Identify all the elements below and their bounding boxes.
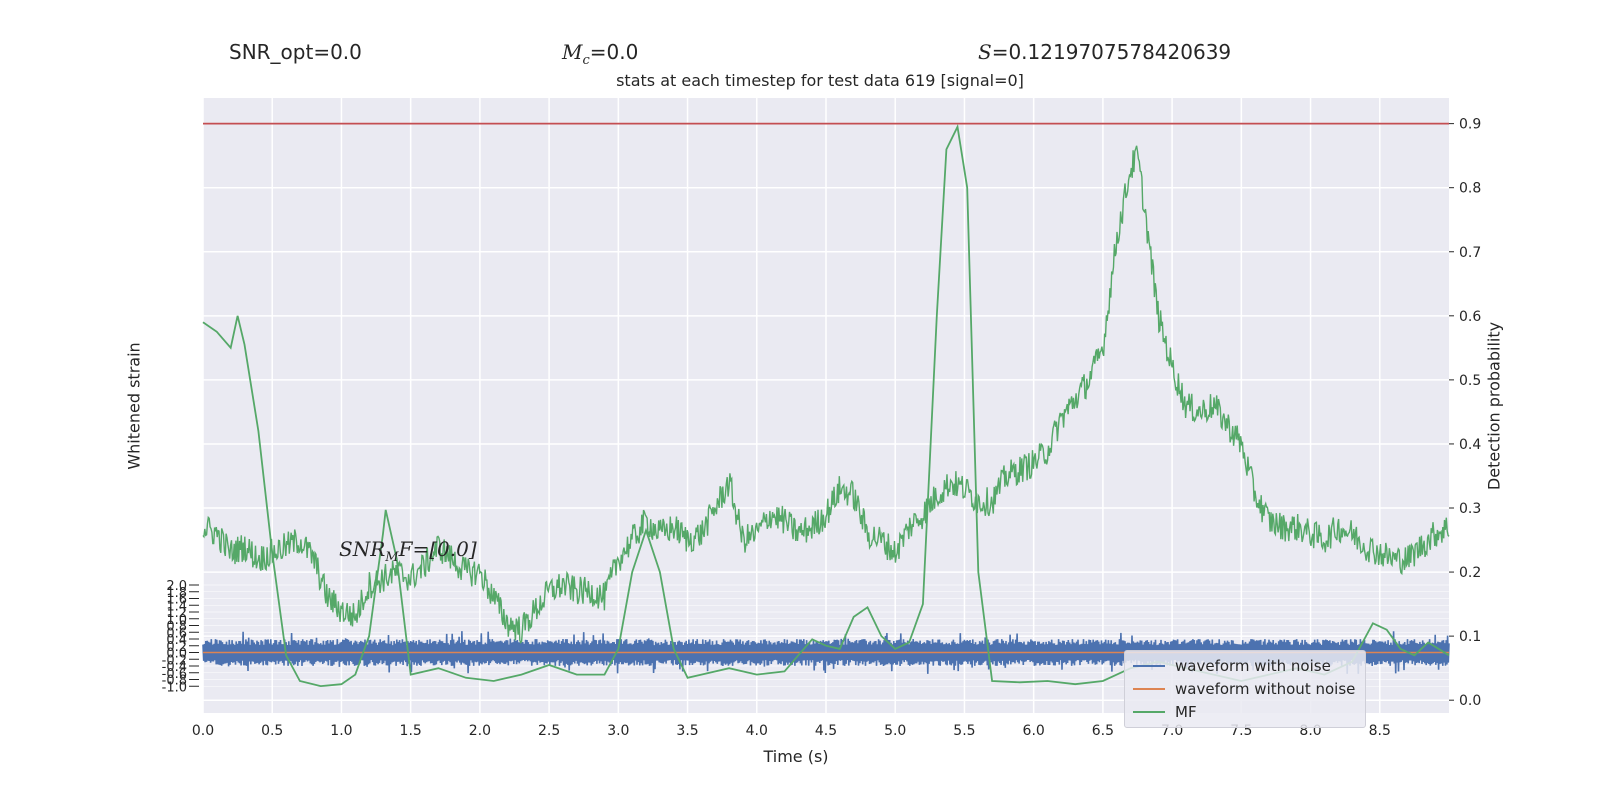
legend-entry-clean: waveform without noise bbox=[1133, 679, 1355, 699]
left-tick-label-10: 1.0 bbox=[166, 613, 187, 628]
left-tick-label-11: 1.2 bbox=[166, 606, 187, 621]
right-tick-label-4: 0.4 bbox=[1459, 437, 1481, 453]
x-axis-label: Time (s) bbox=[763, 747, 829, 766]
right-tick-label-0: 0.0 bbox=[1459, 693, 1481, 709]
legend-swatch-mf bbox=[1133, 711, 1165, 713]
right-tick-label-9: 0.9 bbox=[1459, 117, 1481, 133]
legend-label-clean: waveform without noise bbox=[1175, 680, 1356, 698]
mc-subscript: c bbox=[582, 53, 590, 68]
snr-mf-symbol: SNR bbox=[339, 537, 386, 561]
mc-symbol: M bbox=[562, 40, 583, 64]
x-tick-label-4: 2.0 bbox=[469, 723, 491, 739]
snr-mf-subscript: M bbox=[385, 550, 399, 565]
left-tick-label-6: 0.2 bbox=[166, 640, 187, 655]
right-tick-label-8: 0.8 bbox=[1459, 181, 1481, 197]
legend-label-noise: waveform with noise bbox=[1175, 657, 1331, 675]
right-tick-label-6: 0.6 bbox=[1459, 309, 1481, 325]
right-tick-label-7: 0.7 bbox=[1459, 245, 1481, 261]
x-tick-label-10: 5.0 bbox=[884, 723, 906, 739]
mc-value: =0.0 bbox=[589, 40, 639, 64]
left-tick-label-7: 0.4 bbox=[166, 633, 187, 648]
x-tick-label-17: 8.5 bbox=[1369, 723, 1391, 739]
right-tick-label-1: 0.1 bbox=[1459, 629, 1481, 645]
x-tick-label-9: 4.5 bbox=[815, 723, 837, 739]
left-tick-label-3: -0.4 bbox=[162, 660, 187, 675]
left-tick-label-14: 1.8 bbox=[166, 586, 187, 601]
right-y-ticks: 0.0 0.1 0.2 0.3 0.4 0.5 0.6 0.7 0.8 0.9 bbox=[1449, 117, 1481, 709]
legend-entry-mf: MF bbox=[1133, 702, 1197, 722]
s-label: S=0.1219707578420639 bbox=[978, 40, 1231, 64]
s-value: =0.1219707578420639 bbox=[991, 40, 1232, 64]
legend-swatch-clean bbox=[1133, 688, 1165, 690]
snr-opt-label: SNR_opt=0.0 bbox=[229, 40, 362, 64]
y-axis-label-right: Detection probability bbox=[1484, 321, 1504, 491]
x-tick-label-8: 4.0 bbox=[746, 723, 768, 739]
x-tick-label-13: 6.5 bbox=[1092, 723, 1114, 739]
left-tick-label-0: -1.0 bbox=[162, 680, 187, 695]
x-tick-label-7: 3.5 bbox=[676, 723, 698, 739]
x-tick-label-5: 2.5 bbox=[538, 723, 560, 739]
legend-label-mf: MF bbox=[1175, 703, 1197, 721]
x-tick-label-1: 0.5 bbox=[261, 723, 283, 739]
legend-entry-noise: waveform with noise bbox=[1133, 656, 1331, 676]
legend-swatch-noise bbox=[1133, 665, 1165, 667]
snr-mf-rest: F=[0.0] bbox=[398, 537, 477, 561]
right-tick-label-3: 0.3 bbox=[1459, 501, 1481, 517]
left-tick-label-15: 2.0 bbox=[166, 579, 187, 594]
x-ticks: 0.0 0.5 1.0 1.5 2.0 2.5 3.0 3.5 4.0 4.5 5.0 5.5 6.0 6… bbox=[192, 723, 1391, 739]
x-tick-label-0: 0.0 bbox=[192, 723, 214, 739]
x-tick-label-11: 5.5 bbox=[953, 723, 975, 739]
series-layer bbox=[202, 122, 1450, 688]
left-tick-label-8: 0.6 bbox=[166, 626, 187, 641]
mc-label: Mc=0.0 bbox=[562, 40, 638, 68]
right-tick-label-5: 0.5 bbox=[1459, 373, 1481, 389]
left-tick-label-5: 0.0 bbox=[166, 647, 187, 662]
chart-title: stats at each timestep for test data 619… bbox=[616, 71, 1024, 90]
snr-mf-annotation: SNRMF=[0.0] bbox=[339, 537, 477, 565]
s-symbol: S bbox=[978, 40, 992, 64]
left-tick-label-1: -0.8 bbox=[162, 674, 187, 689]
right-tick-label-2: 0.2 bbox=[1459, 565, 1481, 581]
y-axis-label-left: Whitened strain bbox=[124, 342, 144, 470]
left-tick-label-9: 0.8 bbox=[166, 620, 187, 635]
x-tick-label-12: 6.0 bbox=[1023, 723, 1045, 739]
left-tick-label-13: 1.6 bbox=[166, 593, 187, 608]
x-tick-label-3: 1.5 bbox=[400, 723, 422, 739]
x-tick-label-2: 1.0 bbox=[330, 723, 352, 739]
legend: waveform with noise waveform without noi… bbox=[1124, 650, 1366, 728]
series-detection-probability bbox=[202, 145, 1450, 644]
series-waveform-with-noise bbox=[202, 631, 1450, 674]
left-tick-label-12: 1.4 bbox=[166, 599, 187, 614]
left-y-ticks: -1.0-0.8-0.6-0.4-0.20.00.20.40.60.81.01.… bbox=[162, 579, 199, 695]
x-tick-label-6: 3.0 bbox=[607, 723, 629, 739]
left-tick-label-2: -0.6 bbox=[162, 667, 187, 682]
left-tick-label-4: -0.2 bbox=[162, 653, 187, 668]
